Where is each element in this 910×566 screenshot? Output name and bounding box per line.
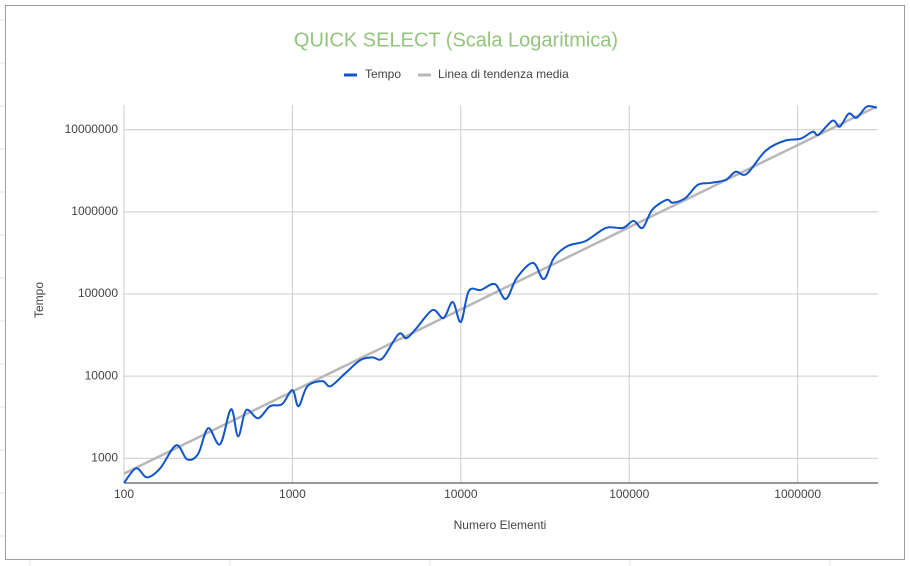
y-tick-label: 10000000 xyxy=(65,122,119,136)
x-tick-label: 100 xyxy=(114,487,134,501)
y-axis-label: Tempo xyxy=(32,282,46,318)
legend-label: Tempo xyxy=(365,67,401,81)
chart-title: QUICK SELECT (Scala Logaritmica) xyxy=(294,29,618,51)
legend-label: Linea di tendenza media xyxy=(438,67,569,81)
y-tick-label: 1000000 xyxy=(71,204,118,218)
x-tick-label: 100000 xyxy=(609,487,649,501)
series-line xyxy=(123,105,877,484)
x-axis-label: Numero Elementi xyxy=(454,518,547,532)
x-tick-label: 10000 xyxy=(444,487,478,501)
x-tick-label: 1000 xyxy=(279,487,306,501)
y-tick-label: 1000 xyxy=(91,450,118,464)
y-tick-label: 100000 xyxy=(78,286,118,300)
chart-frame xyxy=(5,5,905,560)
x-tick-label: 1000000 xyxy=(774,487,821,501)
sheet-background xyxy=(0,19,831,566)
y-tick-label: 10000 xyxy=(85,368,119,382)
